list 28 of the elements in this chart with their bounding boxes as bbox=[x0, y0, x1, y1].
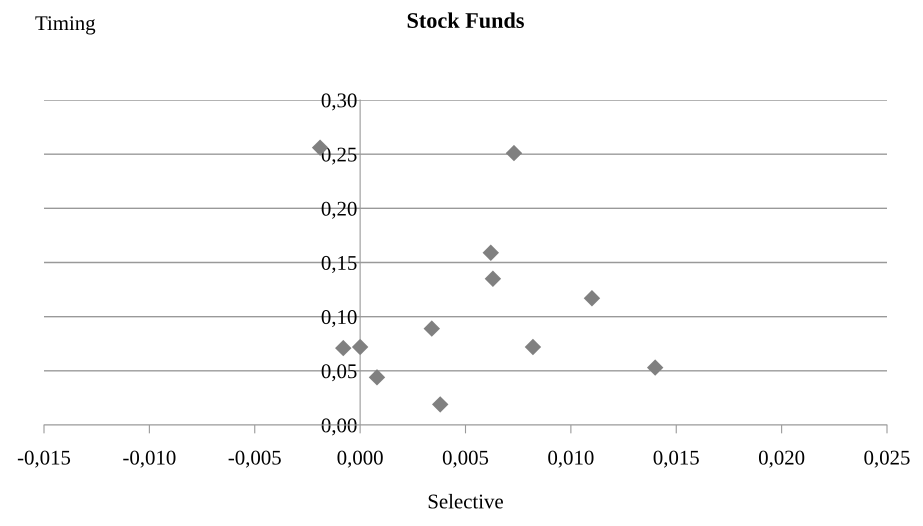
x-tick-label: 0,025 bbox=[864, 450, 910, 468]
point bbox=[646, 359, 664, 376]
y-tick-label: 0,05 bbox=[322, 364, 357, 382]
point bbox=[424, 320, 440, 337]
y-axis-title: Timing bbox=[35, 16, 96, 34]
y-tick-label: 0,20 bbox=[322, 202, 357, 219]
x-axis-title: Selective bbox=[428, 494, 503, 509]
x-tick-label: -0,005 bbox=[228, 450, 281, 468]
point bbox=[368, 369, 386, 386]
point bbox=[335, 340, 352, 356]
x-tick-label: -0,010 bbox=[123, 450, 176, 468]
point bbox=[506, 144, 522, 162]
y-tick-label: 0,10 bbox=[322, 310, 357, 328]
chart-title: Stock Funds bbox=[408, 12, 524, 28]
y-tick-label: 0,30 bbox=[322, 93, 357, 110]
point bbox=[484, 270, 502, 287]
point bbox=[352, 338, 368, 356]
point bbox=[524, 338, 542, 356]
x-tick-label: 0,010 bbox=[548, 450, 594, 468]
x-tick-label: 0,000 bbox=[337, 450, 383, 468]
point bbox=[432, 396, 448, 413]
point bbox=[482, 244, 500, 261]
x-tick-label: 0,020 bbox=[758, 450, 804, 468]
x-tick-label: 0,005 bbox=[442, 450, 488, 468]
point bbox=[584, 290, 600, 306]
y-tick-label: 0,15 bbox=[322, 256, 357, 273]
x-tick-label: 0,015 bbox=[654, 450, 699, 468]
x-tick-label: -0,015 bbox=[18, 450, 70, 468]
